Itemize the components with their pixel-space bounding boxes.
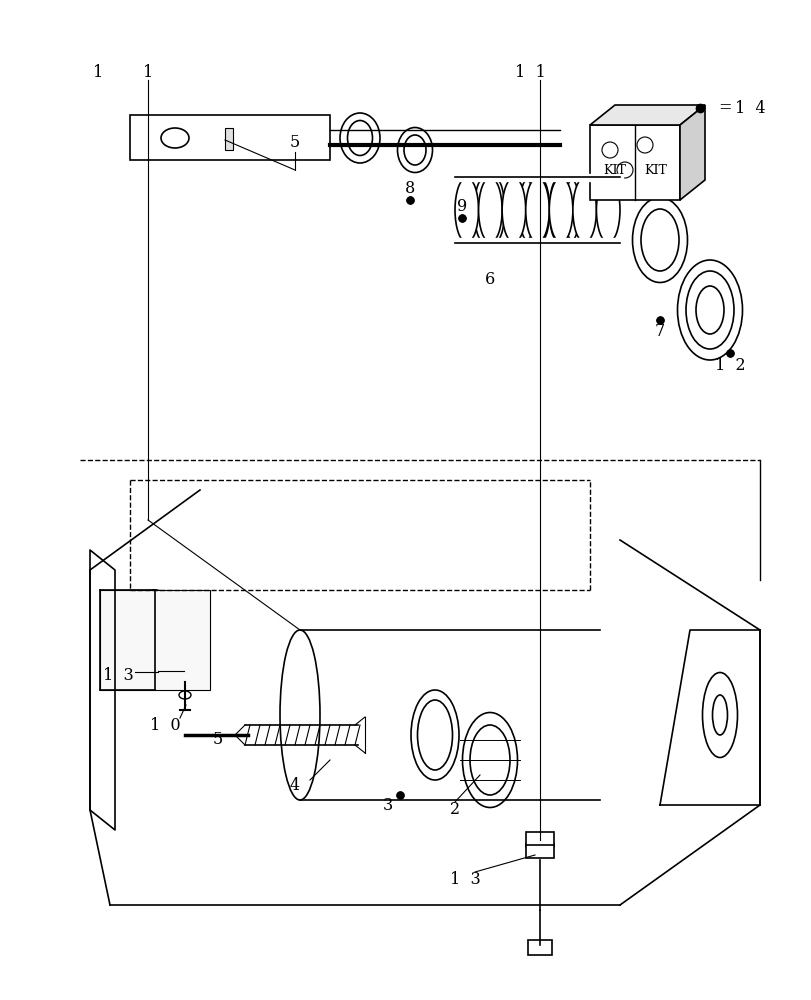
Text: 7: 7 — [654, 324, 664, 340]
Text: 4: 4 — [290, 776, 300, 793]
Ellipse shape — [564, 180, 579, 240]
Ellipse shape — [410, 690, 458, 780]
Ellipse shape — [702, 672, 736, 758]
Ellipse shape — [347, 121, 372, 156]
Polygon shape — [679, 105, 704, 200]
Ellipse shape — [685, 271, 733, 349]
Text: 1  0: 1 0 — [149, 716, 180, 733]
Ellipse shape — [548, 178, 572, 243]
Ellipse shape — [501, 178, 525, 243]
Ellipse shape — [640, 209, 678, 271]
Text: =: = — [717, 100, 731, 117]
Text: 1  3: 1 3 — [449, 871, 480, 888]
Bar — [526, 832, 553, 858]
Text: 1: 1 — [143, 64, 153, 81]
Ellipse shape — [572, 178, 596, 243]
Ellipse shape — [161, 128, 189, 148]
Ellipse shape — [280, 630, 320, 800]
Text: 1: 1 — [92, 64, 103, 81]
Ellipse shape — [478, 178, 501, 243]
Ellipse shape — [462, 712, 517, 807]
Ellipse shape — [127, 590, 182, 690]
Ellipse shape — [676, 260, 741, 360]
Bar — [225, 128, 233, 150]
Text: 2: 2 — [449, 801, 460, 818]
FancyBboxPatch shape — [590, 125, 679, 200]
Text: 5: 5 — [212, 731, 223, 748]
Text: 1  1: 1 1 — [514, 64, 545, 81]
Ellipse shape — [526, 836, 553, 854]
Bar — [158, 662, 184, 680]
Ellipse shape — [525, 178, 548, 243]
Text: KIT: KIT — [603, 164, 626, 177]
Ellipse shape — [695, 286, 723, 334]
Ellipse shape — [454, 178, 478, 243]
Ellipse shape — [632, 198, 687, 282]
Ellipse shape — [470, 725, 509, 795]
Text: 6: 6 — [484, 271, 495, 288]
Ellipse shape — [404, 135, 426, 165]
Bar — [527, 940, 551, 955]
Ellipse shape — [417, 700, 452, 770]
Bar — [100, 590, 210, 690]
Ellipse shape — [711, 695, 727, 735]
Text: 9: 9 — [457, 198, 466, 215]
Ellipse shape — [459, 180, 474, 240]
Ellipse shape — [340, 113, 380, 163]
Ellipse shape — [474, 180, 489, 240]
Ellipse shape — [135, 605, 174, 675]
Ellipse shape — [489, 180, 504, 240]
Text: 1  4: 1 4 — [734, 100, 765, 117]
Text: 5: 5 — [290, 134, 300, 151]
Ellipse shape — [397, 128, 432, 173]
Ellipse shape — [596, 178, 620, 243]
Ellipse shape — [519, 180, 534, 240]
Ellipse shape — [178, 691, 191, 699]
Text: KIT: KIT — [643, 164, 667, 177]
Text: 1  3: 1 3 — [102, 666, 133, 684]
Text: 1  2: 1 2 — [714, 357, 744, 373]
Bar — [130, 115, 329, 160]
Ellipse shape — [504, 180, 519, 240]
Text: 8: 8 — [405, 180, 414, 197]
Ellipse shape — [549, 180, 564, 240]
Text: 3: 3 — [383, 796, 393, 813]
Ellipse shape — [534, 180, 549, 240]
Polygon shape — [590, 105, 704, 125]
